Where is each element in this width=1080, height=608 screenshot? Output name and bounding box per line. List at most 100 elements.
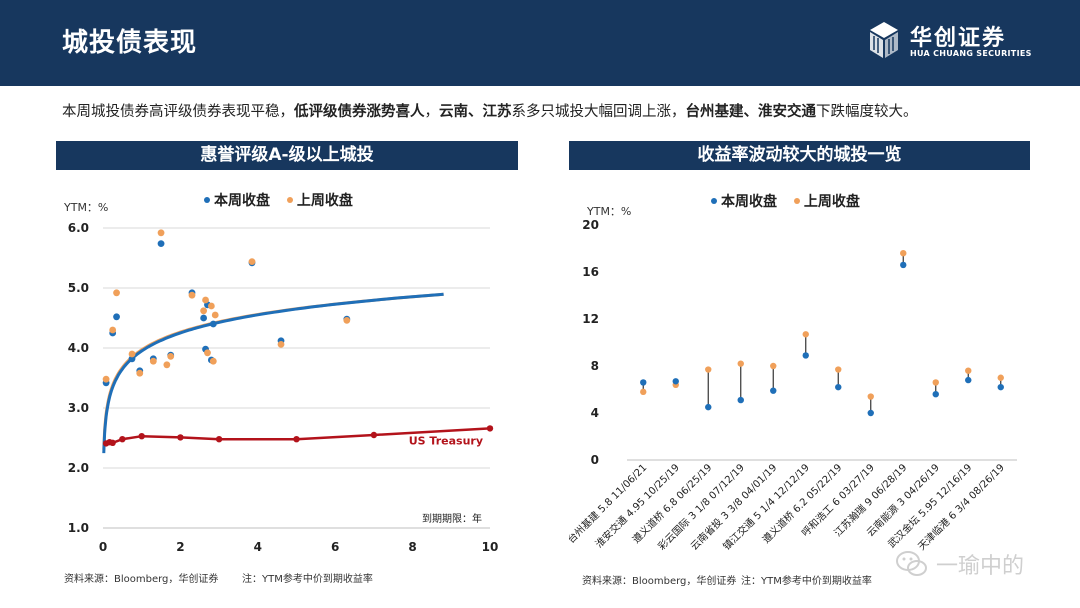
y-tick-label: 5.0 [68,281,89,295]
this-week-point [737,396,744,404]
last-week-point [900,250,907,257]
this-week-point [770,387,777,394]
treasury-point [138,433,145,440]
scatter-point [207,302,215,310]
last-week-point [932,379,939,386]
summary-part: 系多只城投大幅回调上涨， [511,104,686,120]
treasury-label: US Treasury [409,434,483,447]
scatter-point [136,369,144,377]
scatter-point [163,361,171,369]
x-tick-label: 0 [99,540,107,554]
summary-highlight: 台州基建、淮安交通 [685,104,817,120]
legend-dot-icon [711,198,717,204]
company-logo: 华创证券 HUA CHUANG SECURITIES [864,20,1064,64]
y-tick-label: 16 [582,265,599,279]
page-title: 城投债表现 [62,28,198,58]
watermark-text: 一瑜中的 [936,554,1025,579]
summary-part: 本周城投债券高评级债券表现平稳， [62,104,294,120]
last-week-point [997,374,1004,381]
x-axis-label: 到期期限：年 [422,512,482,525]
watermark: 一瑜中的 [894,544,1054,584]
left-y-unit: YTM：% [64,201,109,214]
left-note: 注：YTM参考中价到期收益率 [242,574,373,585]
logo-subtext: HUA CHUANG SECURITIES [910,49,1032,58]
legend-this-week: 本周收盘 [204,193,270,209]
right-chart: 本周收盘 上周收盘 YTM：% 0 4 8 12 16 20 台州基建 5.8 11/06/… [569,172,1030,592]
last-week-point [737,360,744,367]
treasury-point [215,436,223,443]
scatter-point [167,353,175,360]
treasury-point [109,439,116,446]
scatter-point [202,296,209,304]
y-tick-label: 4.0 [68,341,89,355]
treasury-point [486,425,494,432]
y-tick-label: 0 [591,453,599,467]
y-tick-label: 4 [591,406,599,420]
scatter-point [204,349,211,357]
wechat-icon [896,551,927,576]
right-source: 资料来源：Bloomberg，华创证券 [582,576,737,587]
last-week-point [640,388,647,396]
left-plot: 1.0 2.0 3.0 4.0 5.0 6.0 0 2 4 6 8 10 到期期限：年 US Treasu… [68,221,499,554]
this-week-point [640,379,647,386]
summary-text: 本周城投债券高评级债券表现平稳，低评级债券涨势喜人，云南、江苏系多只城投大幅回调… [62,100,1062,121]
last-week-point [802,331,809,338]
y-tick-label: 20 [582,218,599,232]
scatter-point [128,355,136,363]
scatter-point [157,229,165,237]
fit-curve [102,292,444,450]
fit-curve [102,292,444,454]
left-chart-title: 惠誉评级A-级以上城投 [56,141,518,170]
scatter-point [209,357,217,365]
legend-label: 上周收盘 [803,194,860,210]
right-chart-title: 收益率波动较大的城投一览 [569,141,1030,170]
right-note: 注：YTM参考中价到期收益率 [741,576,872,587]
y-tick-label: 2.0 [68,461,89,475]
y-tick-label: 3.0 [68,401,89,415]
scatter-point [200,314,208,322]
scatter-point [248,258,256,265]
scatter-point [188,291,196,299]
legend-dot-icon [286,197,293,203]
this-week-point [705,403,712,411]
this-week-point [867,409,874,417]
this-week-point [900,261,907,269]
legend-label: 本周收盘 [214,193,270,209]
legend-dot-icon [793,198,800,204]
legend-label: 本周收盘 [721,194,777,210]
y-tick-label: 1.0 [68,521,89,535]
legend-label: 上周收盘 [296,193,353,209]
scatter-point [209,320,217,328]
this-week-point [965,376,972,384]
x-tick-label: 2 [176,540,184,554]
this-week-point [932,391,939,398]
scatter-point [128,350,136,358]
treasury-point [370,431,378,439]
legend-last-week: 上周收盘 [793,194,860,210]
left-chart: 本周收盘 上周收盘 YTM：% 1.0 2.0 3.0 4.0 5.0 6.0 0 2 4 6 8 1… [56,172,518,592]
x-tick-label: 4 [254,540,262,554]
logo-cube-icon [870,22,898,58]
scatter-point [102,375,110,383]
x-tick-label: 6 [331,540,339,554]
scatter-point [109,326,117,334]
this-week-point [802,352,809,359]
last-week-point [867,393,874,400]
y-tick-label: 12 [582,312,599,326]
last-week-point [965,367,972,374]
logo-text: 华创证券 [910,26,1007,51]
x-tick-label: 10 [482,540,499,554]
scatter-point [113,313,120,321]
y-tick-label: 8 [591,359,599,373]
legend-dot-icon [204,197,210,203]
scatter-point [277,341,285,348]
last-week-point [770,362,777,370]
treasury-point [119,436,126,443]
this-week-point [997,383,1004,391]
scatter-point [157,240,165,247]
this-week-point [672,378,679,385]
treasury-point [177,434,184,441]
this-week-point [835,383,842,391]
summary-part: 下跌幅度较大。 [816,104,918,120]
